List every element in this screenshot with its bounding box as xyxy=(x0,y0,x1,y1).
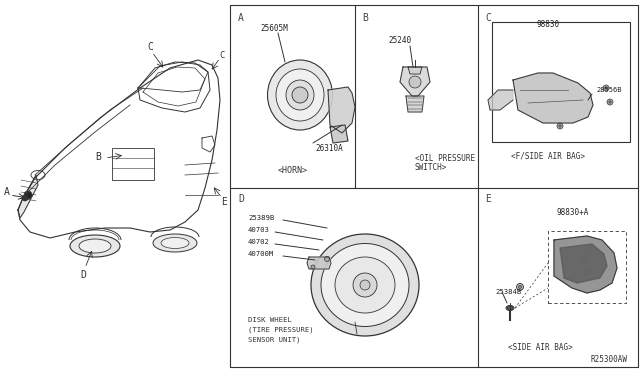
Ellipse shape xyxy=(153,234,197,252)
Circle shape xyxy=(557,123,563,129)
Text: 26310A: 26310A xyxy=(315,144,343,153)
Circle shape xyxy=(24,191,32,199)
Ellipse shape xyxy=(335,257,395,313)
Circle shape xyxy=(324,257,330,262)
Text: (TIRE PRESSURE): (TIRE PRESSURE) xyxy=(248,327,314,333)
Circle shape xyxy=(353,273,377,297)
Text: <HORN>: <HORN> xyxy=(278,166,308,174)
Circle shape xyxy=(584,257,588,260)
Text: B: B xyxy=(95,152,101,162)
Circle shape xyxy=(609,101,611,103)
Text: 98830+A: 98830+A xyxy=(557,208,589,217)
Text: 25605M: 25605M xyxy=(260,23,288,32)
Text: 40703: 40703 xyxy=(248,227,270,233)
Text: DISK WHEEL: DISK WHEEL xyxy=(248,317,292,323)
Text: 40700M: 40700M xyxy=(248,251,275,257)
Text: C: C xyxy=(220,51,225,60)
Polygon shape xyxy=(406,96,424,112)
Text: <SIDE AIR BAG>: <SIDE AIR BAG> xyxy=(508,343,572,353)
Text: C: C xyxy=(485,13,491,23)
Text: 98830: 98830 xyxy=(536,19,559,29)
Polygon shape xyxy=(554,236,617,293)
Text: D: D xyxy=(80,270,86,280)
Ellipse shape xyxy=(311,234,419,336)
Circle shape xyxy=(311,265,315,269)
Circle shape xyxy=(584,269,591,276)
Polygon shape xyxy=(330,125,348,143)
Circle shape xyxy=(518,285,522,289)
Circle shape xyxy=(586,270,589,273)
Polygon shape xyxy=(560,244,607,283)
Ellipse shape xyxy=(321,244,409,327)
Polygon shape xyxy=(513,73,593,123)
Circle shape xyxy=(603,85,609,91)
Text: 25240: 25240 xyxy=(388,35,411,45)
Ellipse shape xyxy=(286,80,314,110)
Circle shape xyxy=(508,305,513,311)
Circle shape xyxy=(559,125,561,127)
Circle shape xyxy=(605,87,607,89)
Text: 40702: 40702 xyxy=(248,239,270,245)
Text: E: E xyxy=(485,194,491,204)
Polygon shape xyxy=(307,257,331,269)
Circle shape xyxy=(292,87,308,103)
Polygon shape xyxy=(408,67,422,74)
Ellipse shape xyxy=(268,60,333,130)
Text: C: C xyxy=(147,42,153,52)
Ellipse shape xyxy=(506,305,514,311)
Text: A: A xyxy=(4,187,10,197)
Ellipse shape xyxy=(276,69,324,121)
Polygon shape xyxy=(400,67,430,96)
Polygon shape xyxy=(18,175,38,218)
Ellipse shape xyxy=(70,235,120,257)
Text: D: D xyxy=(238,194,244,204)
Circle shape xyxy=(516,283,524,291)
Text: SWITCH>: SWITCH> xyxy=(415,163,447,171)
Circle shape xyxy=(409,76,421,88)
Text: <OIL PRESSURE: <OIL PRESSURE xyxy=(415,154,475,163)
Circle shape xyxy=(607,99,613,105)
Bar xyxy=(548,231,626,303)
Bar xyxy=(492,22,630,142)
Text: A: A xyxy=(238,13,244,23)
Text: SENSOR UNIT): SENSOR UNIT) xyxy=(248,337,301,343)
Text: 25389B: 25389B xyxy=(248,215,275,221)
Text: E: E xyxy=(221,197,227,207)
Text: <F/SIDE AIR BAG>: <F/SIDE AIR BAG> xyxy=(511,151,585,160)
Text: R25300AW: R25300AW xyxy=(591,356,628,365)
Circle shape xyxy=(22,195,28,201)
Circle shape xyxy=(360,280,370,290)
Bar xyxy=(112,148,154,180)
Polygon shape xyxy=(328,87,355,133)
Text: 25384B: 25384B xyxy=(495,289,521,295)
Text: B: B xyxy=(362,13,368,23)
Text: 28556B: 28556B xyxy=(596,87,621,93)
Polygon shape xyxy=(488,90,513,110)
Ellipse shape xyxy=(79,239,111,253)
Ellipse shape xyxy=(161,237,189,248)
Circle shape xyxy=(582,256,589,263)
